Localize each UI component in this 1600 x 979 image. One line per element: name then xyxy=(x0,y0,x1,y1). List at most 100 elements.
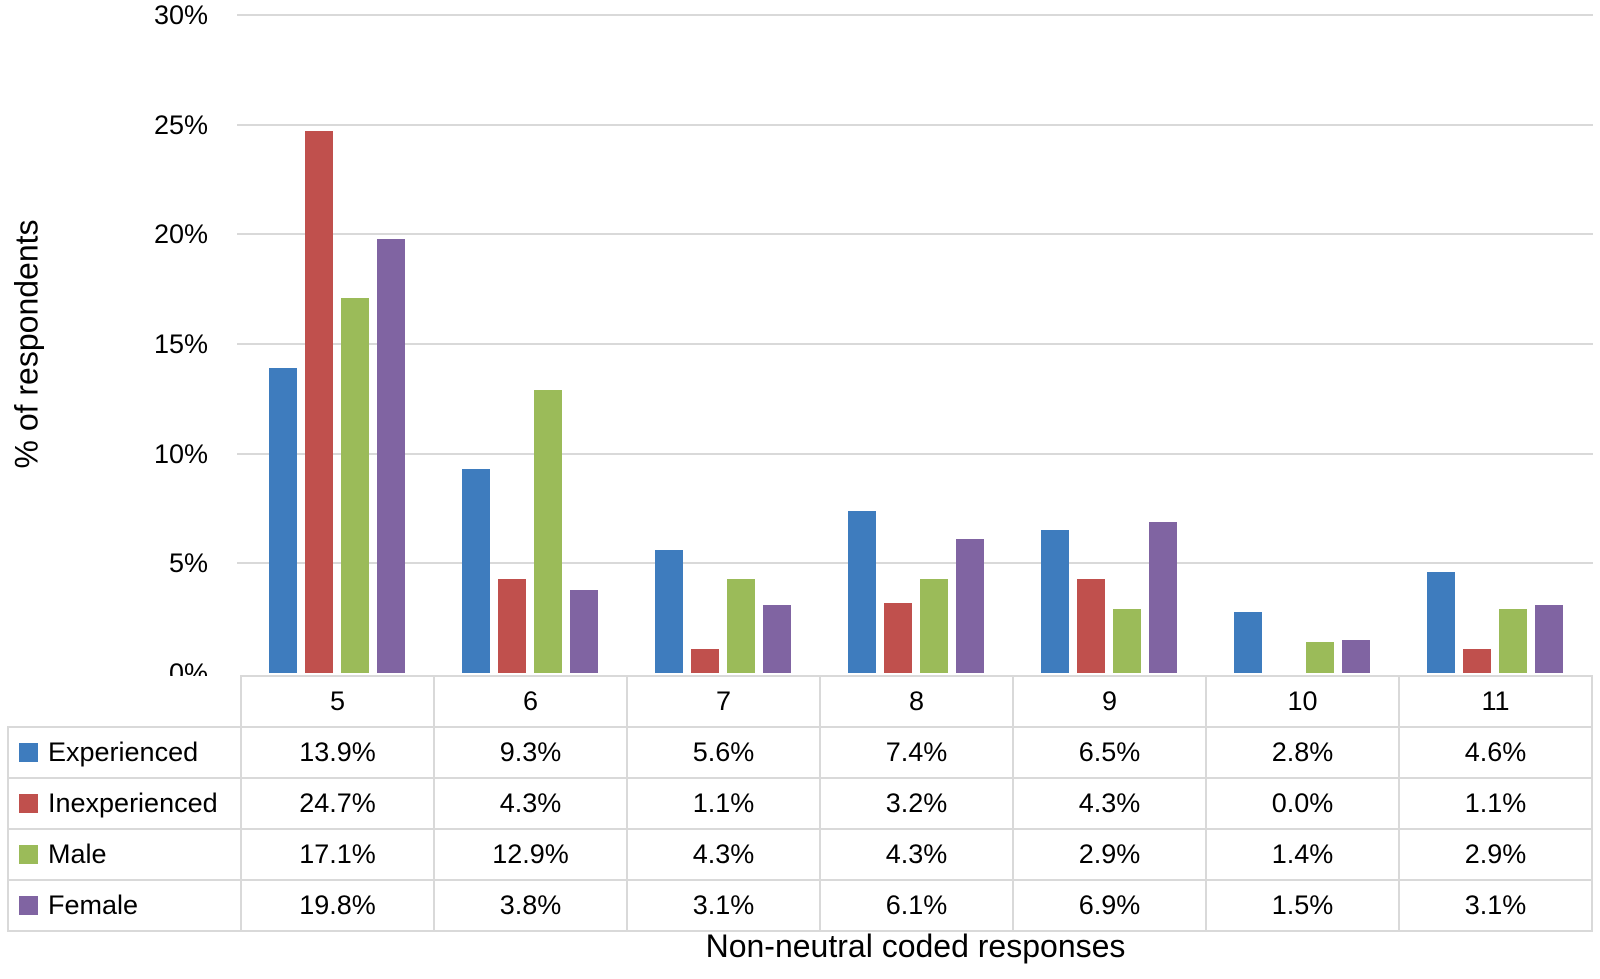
value-experienced-9: 6.5% xyxy=(1012,726,1207,779)
bar-group-10 xyxy=(1205,15,1398,673)
bar-female-5 xyxy=(376,239,405,673)
plot-area xyxy=(237,14,1593,673)
y-tick-label: 30% xyxy=(153,0,208,30)
y-tick-label: 15% xyxy=(153,329,208,359)
value-inexperienced-10: 0.0% xyxy=(1205,777,1400,830)
category-header-11: 11 xyxy=(1398,675,1593,728)
bar-male-11 xyxy=(1498,609,1527,673)
value-inexperienced-11: 1.1% xyxy=(1398,777,1593,830)
bar-experienced-10 xyxy=(1233,612,1262,673)
bar-experienced-11 xyxy=(1426,572,1455,673)
x-axis-title: Non-neutral coded responses xyxy=(705,928,1126,964)
y-tick-label: 25% xyxy=(153,109,208,140)
category-header-8: 8 xyxy=(819,675,1014,728)
value-experienced-10: 2.8% xyxy=(1205,726,1400,779)
bar-female-6 xyxy=(569,590,598,673)
bar-group-9 xyxy=(1012,15,1205,673)
bar-group-11 xyxy=(1398,15,1591,673)
value-female-6: 3.8% xyxy=(433,879,628,932)
legend-label: Inexperienced xyxy=(48,788,218,818)
value-male-7: 4.3% xyxy=(626,828,821,881)
bar-group-8 xyxy=(819,15,1012,673)
gridline xyxy=(237,124,1593,126)
legend-item-experienced: Experienced xyxy=(7,726,242,779)
bar-inexperienced-7 xyxy=(690,649,719,673)
bar-female-9 xyxy=(1148,522,1177,673)
table-row-female: Female 19.8% 3.8% 3.1% 6.1% 6.9% 1.5% 3.1% xyxy=(7,879,1593,932)
bar-experienced-6 xyxy=(461,469,490,673)
y-tick-label: 10% xyxy=(153,438,208,469)
value-inexperienced-5: 24.7% xyxy=(240,777,435,830)
bar-male-9 xyxy=(1112,609,1141,673)
bar-inexperienced-8 xyxy=(883,603,912,673)
bar-female-10 xyxy=(1341,640,1370,673)
gridline xyxy=(237,453,1593,455)
bar-group-7 xyxy=(626,15,819,673)
bar-experienced-5 xyxy=(268,368,297,673)
bar-male-7 xyxy=(726,579,755,673)
value-female-7: 3.1% xyxy=(626,879,821,932)
value-male-6: 12.9% xyxy=(433,828,628,881)
value-inexperienced-7: 1.1% xyxy=(626,777,821,830)
legend-item-female: Female xyxy=(7,879,242,932)
table-row-experienced: Experienced 13.9% 9.3% 5.6% 7.4% 6.5% 2.8% 4.6% xyxy=(7,726,1593,779)
value-experienced-7: 5.6% xyxy=(626,726,821,779)
y-tick-label: 5% xyxy=(168,548,208,579)
value-inexperienced-9: 4.3% xyxy=(1012,777,1207,830)
bar-male-6 xyxy=(533,390,562,673)
value-male-8: 4.3% xyxy=(819,828,1014,881)
legend-label: Female xyxy=(48,890,139,920)
value-male-5: 17.1% xyxy=(240,828,435,881)
value-inexperienced-6: 4.3% xyxy=(433,777,628,830)
value-female-5: 19.8% xyxy=(240,879,435,932)
bar-experienced-7 xyxy=(654,550,683,673)
bar-group-5 xyxy=(240,15,433,673)
category-header-7: 7 xyxy=(626,675,821,728)
bar-female-8 xyxy=(955,539,984,673)
bar-inexperienced-6 xyxy=(497,579,526,673)
gridline xyxy=(237,233,1593,235)
bar-inexperienced-5 xyxy=(304,131,333,673)
value-male-11: 2.9% xyxy=(1398,828,1593,881)
category-header-10: 10 xyxy=(1205,675,1400,728)
category-header-6: 6 xyxy=(433,675,628,728)
legend-color-swatch xyxy=(19,743,38,762)
bar-male-10 xyxy=(1305,642,1334,673)
chart-data-table: 5 6 7 8 9 10 11 Experienced 13.9% 9.3% 5.6% 7.4% 6.5… xyxy=(7,675,1593,932)
value-female-10: 1.5% xyxy=(1205,879,1400,932)
gridline xyxy=(237,14,1593,16)
value-experienced-5: 13.9% xyxy=(240,726,435,779)
bar-experienced-8 xyxy=(847,511,876,673)
value-experienced-8: 7.4% xyxy=(819,726,1014,779)
value-female-11: 3.1% xyxy=(1398,879,1593,932)
value-experienced-6: 9.3% xyxy=(433,726,628,779)
value-inexperienced-8: 3.2% xyxy=(819,777,1014,830)
bar-inexperienced-11 xyxy=(1462,649,1491,673)
value-female-8: 6.1% xyxy=(819,879,1014,932)
category-header-5: 5 xyxy=(240,675,435,728)
y-axis-title: % of respondents xyxy=(8,219,45,469)
legend-color-swatch xyxy=(19,794,38,813)
value-female-9: 6.9% xyxy=(1012,879,1207,932)
value-male-9: 2.9% xyxy=(1012,828,1207,881)
category-header-9: 9 xyxy=(1012,675,1207,728)
table-row-inexperienced: Inexperienced 24.7% 4.3% 1.1% 3.2% 4.3% 0.0% 1.… xyxy=(7,777,1593,830)
table-corner-cell xyxy=(8,676,241,727)
legend-color-swatch xyxy=(19,896,38,915)
gridline xyxy=(237,343,1593,345)
legend-item-male: Male xyxy=(7,828,242,881)
legend-color-swatch xyxy=(19,845,38,864)
bar-male-8 xyxy=(919,579,948,673)
gridline xyxy=(237,562,1593,564)
value-male-10: 1.4% xyxy=(1205,828,1400,881)
y-tick-label: 20% xyxy=(153,219,208,250)
bar-female-7 xyxy=(762,605,791,673)
bar-experienced-9 xyxy=(1040,530,1069,673)
value-experienced-11: 4.6% xyxy=(1398,726,1593,779)
legend-item-inexperienced: Inexperienced xyxy=(7,777,242,830)
table-row-male: Male 17.1% 12.9% 4.3% 4.3% 2.9% 1.4% 2.9% xyxy=(7,828,1593,881)
bar-group-6 xyxy=(433,15,626,673)
bar-female-11 xyxy=(1534,605,1563,673)
bar-male-5 xyxy=(340,298,369,673)
